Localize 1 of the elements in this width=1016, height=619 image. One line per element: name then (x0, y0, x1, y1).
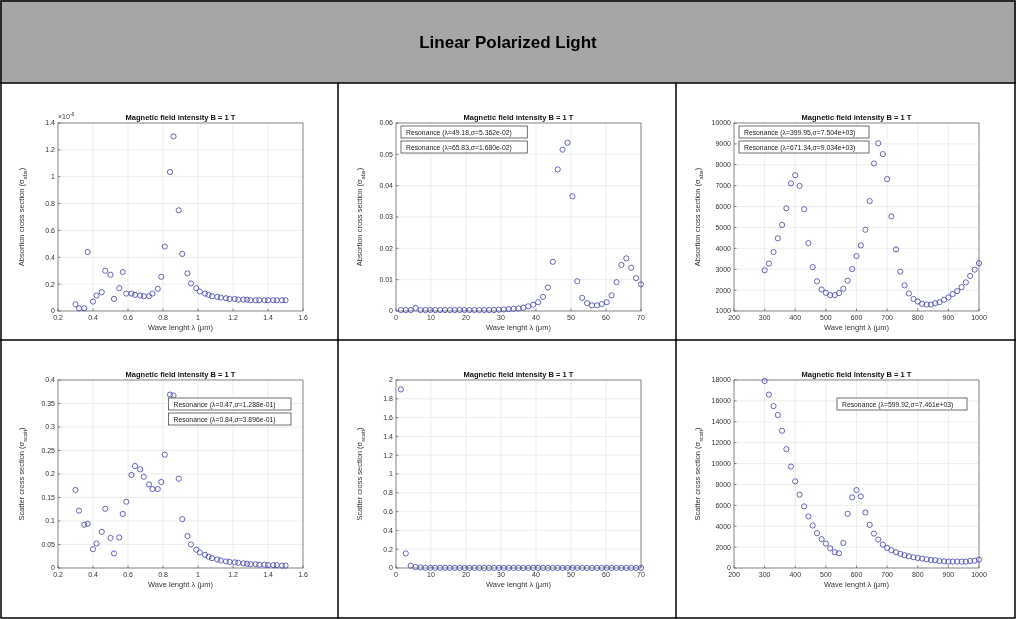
text: Linear Polarized Light (419, 32, 598, 52)
